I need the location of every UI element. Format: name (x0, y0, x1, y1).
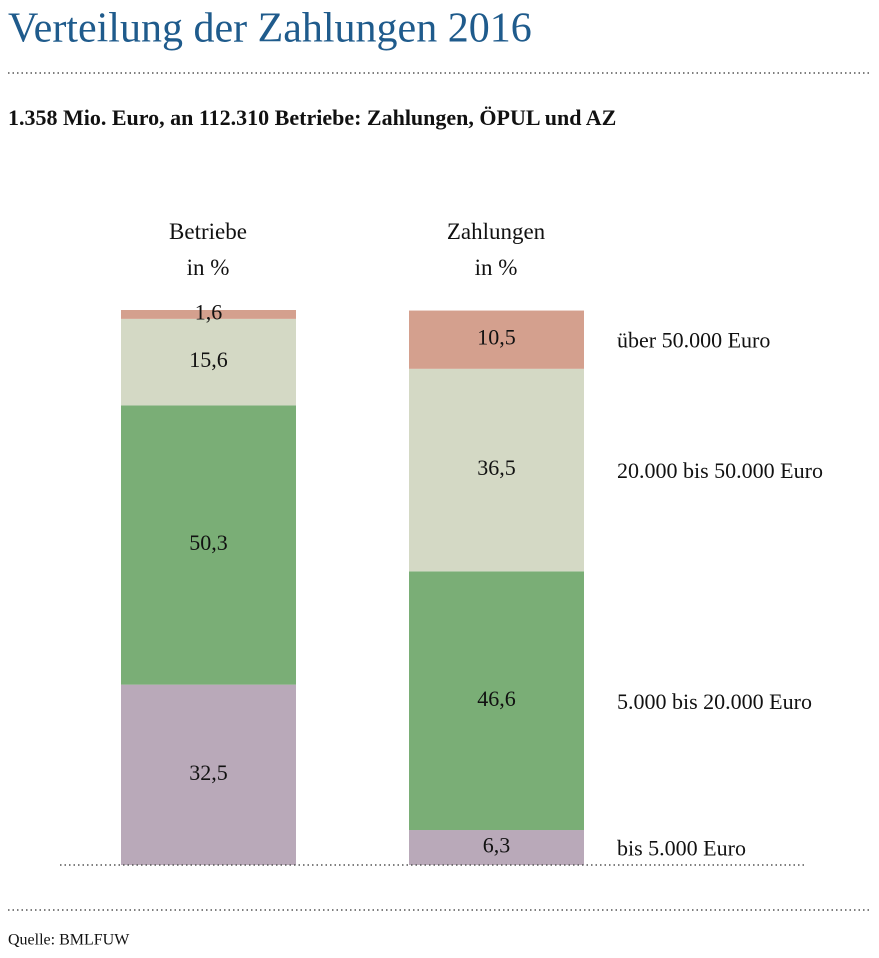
category-label: Betriebe in % (169, 219, 247, 280)
bar-segment (121, 318, 296, 406)
legend-label: 5.000 bis 20.000 Euro (617, 689, 812, 714)
value-label: 1,6 (195, 299, 223, 324)
bar-segment (121, 684, 296, 865)
value-label: 10,5 (477, 325, 516, 350)
source: Quelle: BMLFUW (8, 932, 130, 949)
value-label: 50,3 (189, 530, 228, 555)
bar-segment (409, 368, 584, 572)
chart-title: Verteilung der Zahlungen 2016 (8, 6, 532, 52)
legend-label: über 50.000 Euro (617, 328, 770, 353)
bar-segment (121, 310, 296, 319)
legend-label: bis 5.000 Euro (617, 836, 746, 861)
category-label: Zahlungen in % (446, 219, 546, 280)
bar-segment (409, 830, 584, 865)
value-label: 32,5 (189, 760, 228, 785)
value-label: 6,3 (483, 833, 511, 858)
value-label: 15,6 (189, 347, 228, 372)
bar-segment (121, 405, 296, 685)
bar-segment (409, 571, 584, 831)
value-label: 46,6 (477, 686, 516, 711)
value-label: 36,5 (477, 455, 516, 480)
chart-subtitle: 1.358 Mio. Euro, an 112.310 Betriebe: Za… (8, 105, 616, 130)
bar-segment (409, 310, 584, 369)
legend-label: 20.000 bis 50.000 Euro (617, 458, 823, 483)
